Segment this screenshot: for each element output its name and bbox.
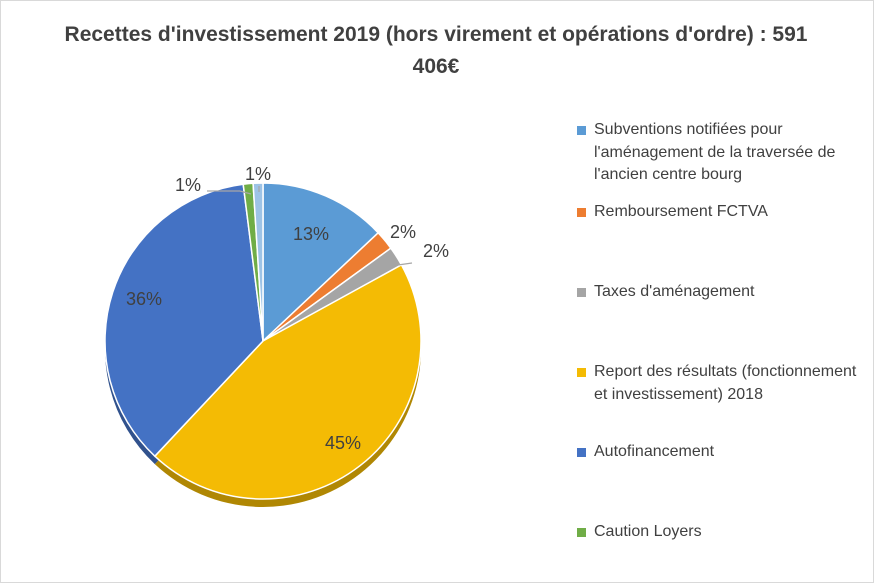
- pie-data-label: 2%: [423, 241, 449, 261]
- legend-swatch: [577, 368, 586, 377]
- legend-swatch: [577, 208, 586, 217]
- pie-slice: [104, 183, 264, 458]
- legend-label: Subventions notifiées pour l'aménagement…: [594, 121, 836, 183]
- legend: Subventions notifiées pour l'aménagement…: [577, 119, 867, 559]
- pie-slice: [252, 182, 264, 342]
- chart-title: Recettes d'investissement 2019 (hors vir…: [64, 23, 808, 78]
- pie-data-label: 2%: [390, 222, 416, 242]
- pie-leader-line: [397, 262, 413, 266]
- legend-swatch: [577, 126, 586, 135]
- pie-data-label: 36%: [126, 289, 162, 309]
- pie-data-label: 45%: [325, 433, 361, 453]
- pie-slice: [262, 182, 380, 343]
- pie-data-label: 13%: [293, 224, 329, 244]
- pie-slice: [153, 263, 422, 500]
- legend-label: Caution Loyers: [594, 523, 702, 540]
- pie-data-label: 1%: [175, 175, 201, 195]
- pie-data-label: 1%: [245, 164, 271, 184]
- legend-label: Remboursement FCTVA: [594, 203, 768, 220]
- legend-swatch: [577, 528, 586, 537]
- legend-label: Autofinancement: [594, 443, 715, 460]
- legend-label: Taxes d'aménagement: [594, 283, 755, 300]
- legend-swatch: [577, 288, 586, 297]
- legend-swatch: [577, 448, 586, 457]
- pie-leader-line: [207, 190, 252, 195]
- legend-label: Report des résultats (fonctionnement et …: [594, 363, 857, 403]
